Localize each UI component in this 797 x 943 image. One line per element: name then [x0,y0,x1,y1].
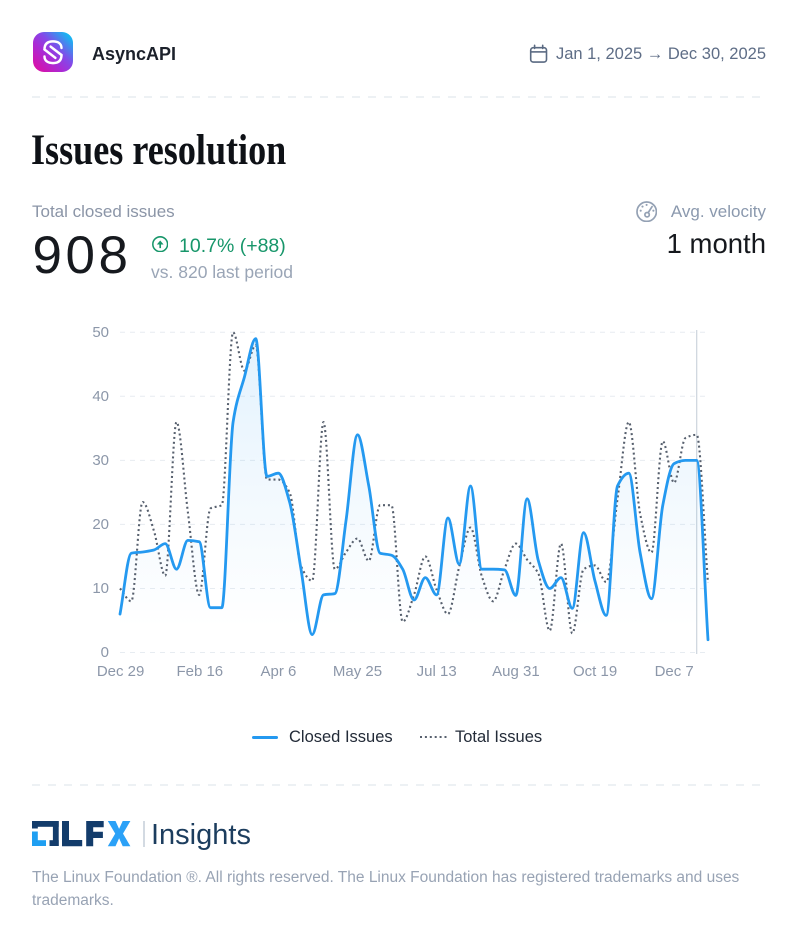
svg-text:Apr 6: Apr 6 [260,663,296,680]
svg-text:Oct 19: Oct 19 [573,663,617,680]
svg-text:Jul 13: Jul 13 [417,663,457,680]
svg-text:30: 30 [92,452,109,469]
svg-text:50: 50 [92,324,109,341]
svg-text:20: 20 [92,516,109,533]
svg-text:May 25: May 25 [333,663,382,680]
svg-text:40: 40 [92,388,109,405]
svg-text:Dec 7: Dec 7 [655,663,694,680]
svg-text:Feb 16: Feb 16 [176,663,223,680]
svg-text:Dec 29: Dec 29 [97,663,145,680]
svg-text:0: 0 [101,644,109,661]
svg-text:Aug 31: Aug 31 [492,663,540,680]
svg-text:10: 10 [92,580,109,597]
